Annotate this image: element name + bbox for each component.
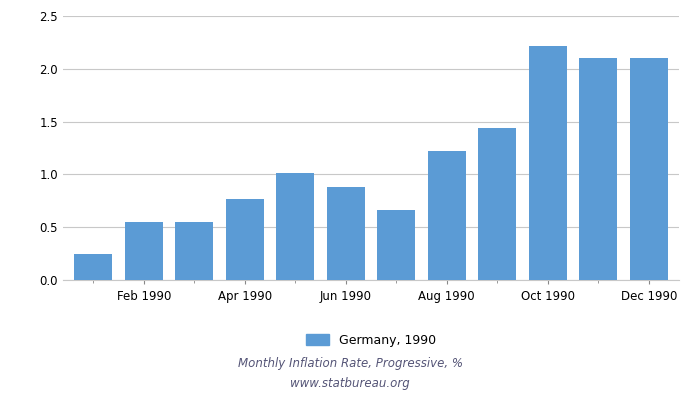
Bar <box>377 210 415 280</box>
Bar <box>276 173 314 280</box>
Bar <box>428 151 466 280</box>
Text: Monthly Inflation Rate, Progressive, %: Monthly Inflation Rate, Progressive, % <box>237 358 463 370</box>
Legend: Germany, 1990: Germany, 1990 <box>306 334 436 347</box>
Bar <box>580 58 617 280</box>
Bar <box>327 187 365 280</box>
Bar <box>630 58 668 280</box>
Bar <box>74 254 112 280</box>
Bar <box>175 222 214 280</box>
Bar <box>226 199 264 280</box>
Bar <box>478 128 516 280</box>
Text: www.statbureau.org: www.statbureau.org <box>290 378 410 390</box>
Bar <box>528 46 567 280</box>
Bar <box>125 222 162 280</box>
